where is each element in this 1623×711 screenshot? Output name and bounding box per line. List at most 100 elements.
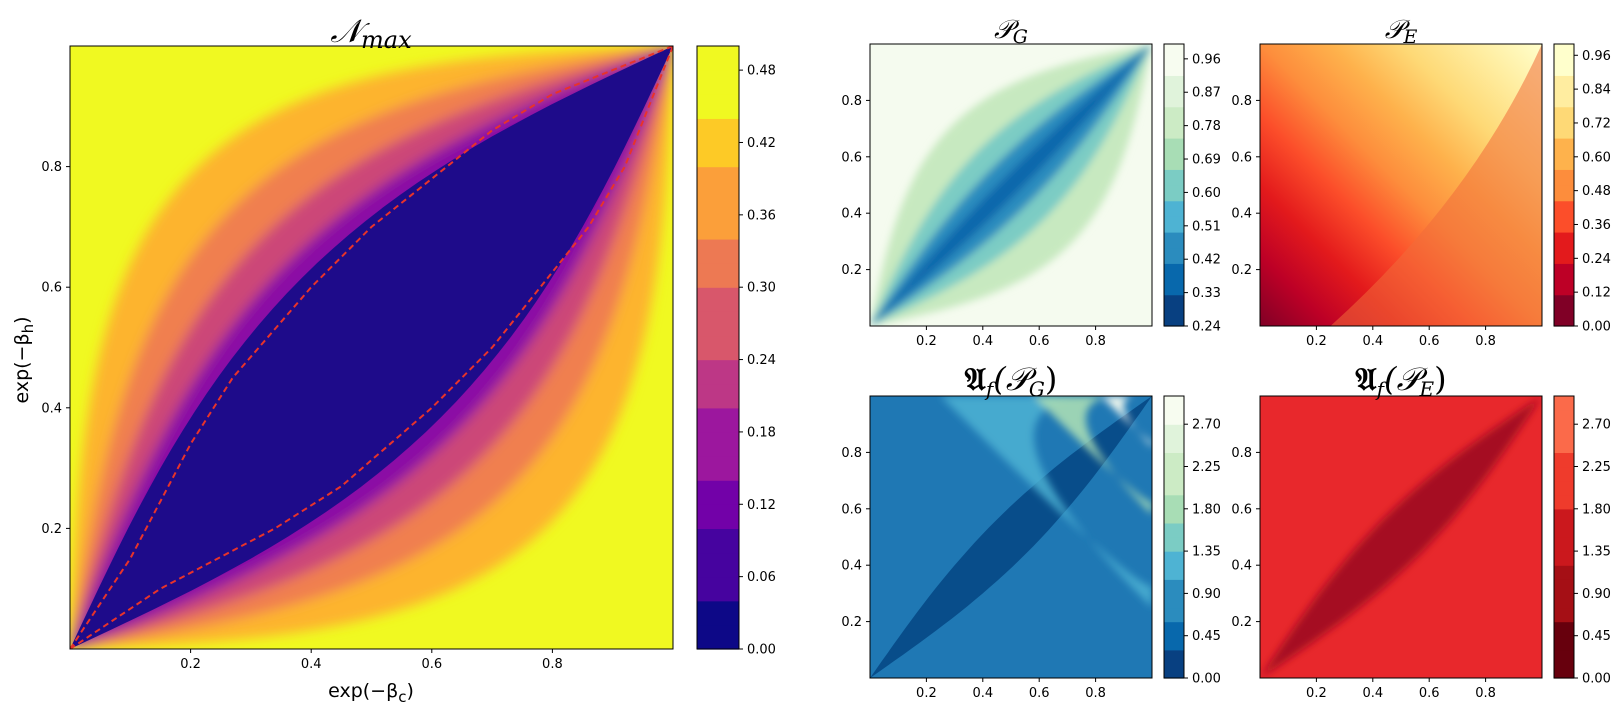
colorbar-band (1164, 247, 1184, 264)
colorbar-frame (1163, 43, 1185, 327)
heatmap-pe (1260, 44, 1542, 326)
colorbar-band (1554, 216, 1574, 233)
colorbar-band (697, 166, 739, 192)
colorbar-band (1164, 452, 1184, 468)
colorbar-band (1554, 494, 1574, 510)
chart-title: 𝔄f(𝒫G) (965, 360, 1058, 401)
colorbar-tick-label: 0.45 (1192, 629, 1221, 644)
colorbar-band (697, 576, 739, 602)
colorbar-pg: 0.24 0.33 0.42 0.51 0.60 0.69 0.78 0.87 0.96 (1163, 43, 1221, 335)
y-tick-label: 0.6 (41, 281, 62, 296)
y-tick-label: 0.8 (1231, 446, 1252, 461)
colorbar-band (1554, 537, 1574, 552)
colorbar-band (697, 190, 739, 216)
panel-pe: 0.2 0.4 0.6 0.8 0.2 0.4 0.6 0.8 𝒫E 0.00 0.12 0.24… (1231, 15, 1611, 349)
chart-title: 𝔄f(𝒫E) (1355, 360, 1446, 401)
colorbar-band (697, 431, 739, 457)
colorbar-band (1554, 410, 1574, 425)
colorbar-band (1554, 247, 1574, 264)
colorbar-apg: 0.00 0.45 0.90 1.35 1.80 2.25 2.70 (1163, 395, 1221, 687)
y-tick-label: 0.2 (41, 522, 62, 537)
tick-labels: 0.2 0.4 0.6 0.8 0.2 0.4 0.6 0.8 (41, 160, 562, 672)
colorbar-band (697, 214, 739, 240)
colorbar-band (1554, 663, 1574, 679)
x-tick-label: 0.2 (180, 657, 201, 672)
colorbar-frame (1553, 395, 1575, 679)
colorbar-band (1164, 551, 1184, 566)
colorbar-band (1554, 75, 1574, 92)
colorbar-band (1164, 480, 1184, 496)
colorbar-tick-label: 0.60 (1582, 150, 1611, 165)
y-tick-label: 0.2 (841, 263, 862, 278)
colorbar-band (1554, 607, 1574, 623)
x-axis-label: exp(−βc) (328, 680, 414, 706)
colorbar-tick-label: 0.12 (747, 498, 776, 513)
x-tick-label: 0.8 (1085, 686, 1106, 701)
x-tick-label: 0.4 (972, 686, 993, 701)
axes-frame (869, 395, 1153, 679)
colorbar-tick-label: 1.35 (1582, 545, 1611, 560)
axes-frame (1259, 43, 1543, 327)
colorbar-band (1164, 396, 1184, 411)
colorbar-tick-label: 0.78 (1192, 119, 1221, 134)
contour-line-lower (70, 46, 673, 649)
colorbar-band (697, 407, 739, 433)
heatmap-diagonal (870, 396, 1152, 678)
colorbar-band (1164, 494, 1184, 510)
colorbar-tick-label: 0.42 (747, 136, 776, 151)
colorbar-band (697, 263, 739, 288)
y-tick-label: 0.8 (41, 160, 62, 175)
colorbar-band (1164, 635, 1184, 651)
colorbar-tick-label: 0.24 (747, 353, 776, 368)
colorbar-tick-label: 0.90 (1192, 587, 1221, 602)
colorbar-tick-label: 2.70 (1582, 418, 1611, 433)
x-tick-label: 0.4 (1362, 334, 1383, 349)
colorbar-band (1554, 466, 1574, 482)
colorbar-band (1164, 138, 1184, 155)
axes-frame (1259, 395, 1543, 679)
chart-title: 𝒩max (330, 12, 412, 54)
heatmap-core-zero (70, 46, 673, 649)
axes-frame (69, 45, 674, 650)
colorbar-band (1164, 91, 1184, 108)
colorbar-band (1164, 122, 1184, 139)
colorbar-tick-label: 0.96 (1192, 52, 1221, 67)
y-axis-label: exp(−βh) (11, 316, 37, 403)
colorbar-band (1554, 153, 1574, 170)
y-tick-label: 0.4 (1231, 207, 1252, 222)
colorbar-ape: 0.00 0.45 0.90 1.35 1.80 2.25 2.70 (1553, 395, 1611, 687)
colorbar-band (1554, 396, 1574, 411)
colorbar-tick-label: 1.80 (1192, 502, 1221, 517)
colorbar-band (1164, 232, 1184, 249)
colorbar-band (1164, 522, 1184, 538)
colorbar-band (1554, 169, 1574, 186)
x-tick-label: 0.8 (542, 657, 563, 672)
colorbar-band (1164, 216, 1184, 233)
colorbar-tick-label: 0.69 (1192, 153, 1221, 168)
colorbar-frame (1163, 395, 1185, 679)
colorbar-nmax: 0.00 0.06 0.12 0.18 0.24 0.30 0.36 0.42 0.48 (696, 45, 776, 658)
colorbar-band (697, 528, 739, 554)
heatmap-band-min (870, 44, 1152, 326)
colorbar-band (1554, 522, 1574, 538)
panel-apg: 0.2 0.4 0.6 0.8 0.2 0.4 0.6 0.8 𝔄f(𝒫G) 0.00 0.45… (841, 360, 1221, 701)
colorbar-band (697, 46, 739, 71)
x-tick-label: 0.8 (1475, 686, 1496, 701)
colorbar-tick-label: 2.25 (1582, 460, 1611, 475)
colorbar-band (697, 287, 739, 312)
colorbar-band (697, 118, 739, 144)
colorbar-band (1554, 200, 1574, 217)
colorbar-band (1164, 579, 1184, 594)
contour-line-upper (70, 46, 673, 649)
colorbar-band (1164, 466, 1184, 482)
colorbar-band (1164, 75, 1184, 92)
colorbar-band (1554, 122, 1574, 139)
colorbar-band (1164, 59, 1184, 76)
colorbar-band (1164, 153, 1184, 170)
tick-labels: 0.2 0.4 0.6 0.8 0.2 0.4 0.6 0.8 (841, 446, 1106, 701)
colorbar-band (1554, 452, 1574, 468)
colorbar-tick-label: 0.45 (1582, 629, 1611, 644)
x-tick-label: 0.2 (1306, 334, 1327, 349)
x-tick-label: 0.6 (1029, 686, 1050, 701)
